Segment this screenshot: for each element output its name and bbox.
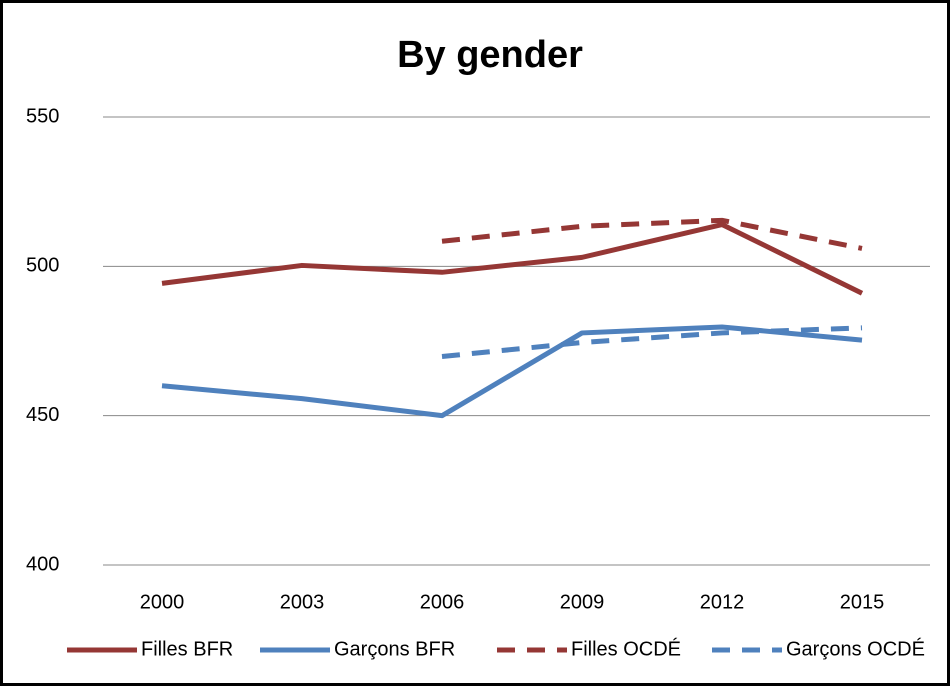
x-tick-label: 2003 <box>280 591 325 613</box>
y-tick-label: 400 <box>26 553 59 575</box>
y-tick-label: 550 <box>26 105 59 127</box>
series-line <box>161 222 864 296</box>
legend-label: Garçons BFR <box>334 638 455 660</box>
x-tick-label: 2000 <box>140 591 185 613</box>
legend-label: Filles OCDÉ <box>571 637 681 660</box>
legend-label: Filles BFR <box>141 638 233 660</box>
y-tick-label: 500 <box>26 255 59 277</box>
x-tick-label: 2015 <box>840 591 885 613</box>
legend-label: Garçons OCDÉ <box>786 637 925 660</box>
chart-title: By gender <box>397 34 583 76</box>
y-tick-label: 450 <box>26 404 59 426</box>
x-tick-label: 2012 <box>700 591 745 613</box>
x-tick-label: 2009 <box>560 591 605 613</box>
x-tick-label: 2006 <box>420 591 465 613</box>
series-line <box>441 217 863 251</box>
series-line <box>161 324 863 419</box>
series-line <box>441 325 863 360</box>
